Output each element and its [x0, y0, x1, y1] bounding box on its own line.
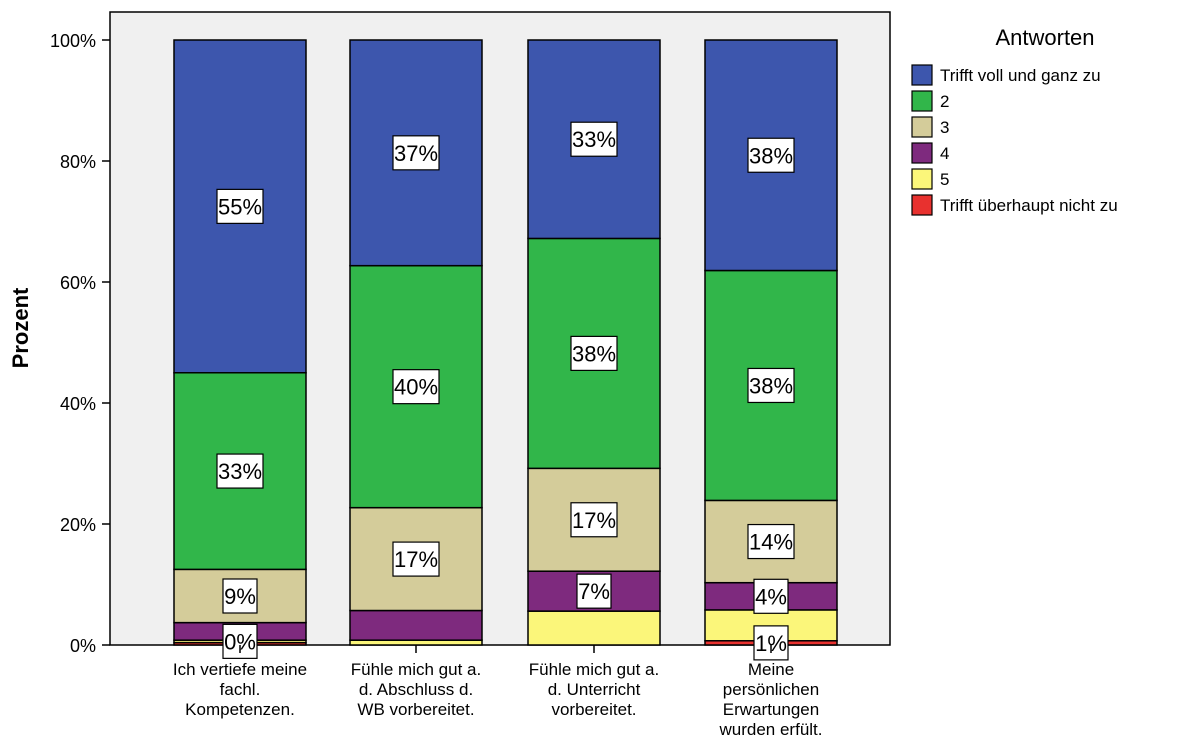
data-label: 17%: [394, 547, 438, 572]
data-label-box: [392, 541, 440, 577]
y-tick-label: 100%: [50, 31, 96, 51]
y-tick-label: 0%: [70, 636, 96, 656]
y-tick-label: 60%: [60, 273, 96, 293]
legend: Antworten Trifft voll und ganz zu 2 3 4 5 Tri…: [911, 25, 1118, 216]
y-tick-label: 40%: [60, 394, 96, 414]
data-label: 38%: [749, 143, 793, 168]
legend-swatch: [911, 90, 933, 112]
x-tick-label: Meine persönlichen Erwartungen wurden erfül…: [719, 660, 823, 739]
legend-label: Trifft voll und ganz zu: [940, 66, 1101, 85]
data-label-box: [747, 523, 795, 560]
data-label: 14%: [749, 530, 793, 555]
y-axis: 0% 20% 40% 60% 80% 100%: [50, 31, 110, 656]
data-label-box: [216, 453, 264, 489]
bar-segment: [527, 610, 661, 646]
legend-swatch: [911, 64, 933, 86]
y-axis-label: Prozent: [8, 287, 33, 368]
data-label-box: [570, 335, 618, 371]
legend-label: 5: [940, 170, 949, 189]
x-tick-label: Ich vertiefe meine fachl. Kompetenzen.: [173, 660, 307, 719]
data-label-box: [216, 188, 264, 224]
data-label-box: [570, 121, 618, 157]
data-label: 33%: [572, 127, 616, 152]
x-tick-label: Fühle mich gut a. d. Abschluss d. WB vorbe…: [351, 660, 481, 719]
legend-label: 3: [940, 118, 949, 137]
legend-label: Trifft überhaupt nicht zu: [940, 196, 1118, 215]
bar-segment: [349, 609, 483, 641]
bars: 0%9%33%55%17%40%37%7%17%38%33%1%4%14%38%…: [173, 39, 838, 661]
data-label: 9%: [224, 584, 256, 609]
data-label: 33%: [218, 459, 262, 484]
data-label-box: [570, 502, 618, 538]
x-tick-label: Fühle mich gut a. d. Unterricht vorbereite…: [529, 660, 659, 719]
legend-swatch: [911, 142, 933, 164]
data-label: 55%: [218, 194, 262, 219]
data-label: 37%: [394, 141, 438, 166]
data-label-box: [222, 578, 258, 614]
y-tick-label: 20%: [60, 515, 96, 535]
data-label: 7%: [578, 579, 610, 604]
legend-swatch: [911, 116, 933, 138]
data-label-box: [747, 137, 795, 173]
data-label: 38%: [572, 341, 616, 366]
legend-label: 4: [940, 144, 949, 163]
data-label-box: [392, 369, 440, 405]
legend-swatch: [911, 168, 933, 190]
x-axis: Ich vertiefe meine fachl. Kompetenzen. Fühl…: [173, 645, 823, 739]
legend-swatch: [911, 194, 933, 216]
data-label-box: [392, 135, 440, 171]
data-label: 38%: [749, 373, 793, 398]
data-label-box: [747, 367, 795, 404]
legend-label: 2: [940, 92, 949, 111]
data-label: 4%: [755, 584, 787, 609]
data-label-box: [753, 578, 789, 614]
y-tick-label: 80%: [60, 152, 96, 172]
data-label-box: [576, 573, 612, 609]
legend-title: Antworten: [995, 25, 1094, 50]
data-label: 17%: [572, 508, 616, 533]
data-label: 40%: [394, 375, 438, 400]
data-label-box: [753, 625, 789, 661]
